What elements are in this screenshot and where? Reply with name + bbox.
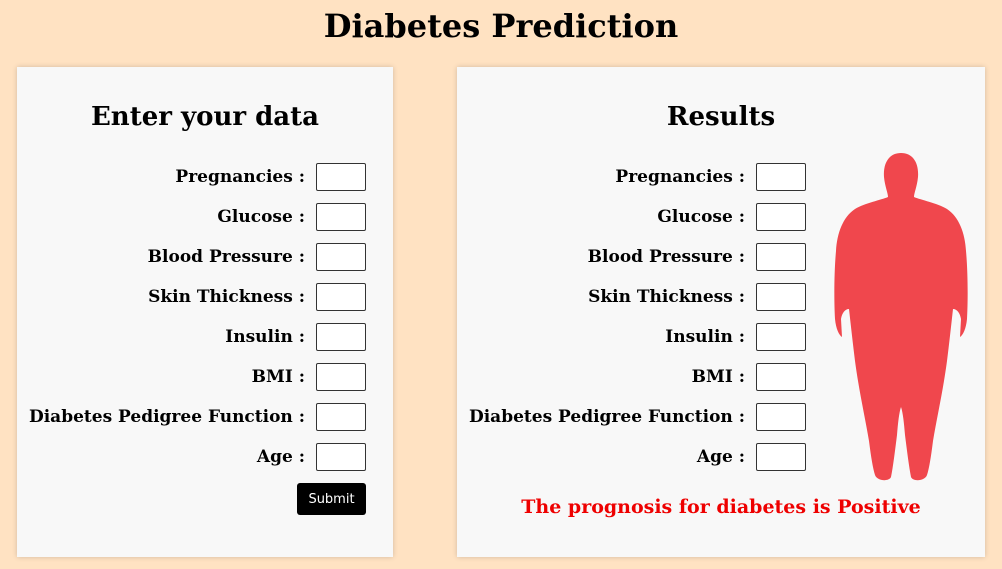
input-row-bmi: BMI : — [17, 363, 393, 391]
result-glucose-label: Glucose : — [657, 207, 745, 227]
result-insulin-label: Insulin : — [665, 327, 745, 347]
pregnancies-input[interactable] — [316, 163, 366, 191]
human-body-silhouette-icon — [833, 151, 969, 483]
result-insulin-field[interactable] — [756, 323, 806, 351]
glucose-label: Glucose : — [217, 207, 305, 227]
skin-thickness-label: Skin Thickness : — [148, 287, 305, 307]
result-row-skin-thickness: Skin Thickness : — [457, 283, 833, 311]
result-row-blood-pressure: Blood Pressure : — [457, 243, 833, 271]
result-glucose-field[interactable] — [756, 203, 806, 231]
page-title: Diabetes Prediction — [323, 7, 679, 45]
input-panel: Enter your data Pregnancies : Glucose : … — [17, 67, 393, 557]
diabetes-pedigree-function-label: Diabetes Pedigree Function : — [28, 407, 305, 427]
insulin-label: Insulin : — [225, 327, 305, 347]
input-row-insulin: Insulin : — [17, 323, 393, 351]
age-input[interactable] — [316, 443, 366, 471]
age-label: Age : — [256, 447, 305, 467]
result-diabetes-pedigree-function-label: Diabetes Pedigree Function : — [468, 407, 745, 427]
input-row-blood-pressure: Blood Pressure : — [17, 243, 393, 271]
result-row-dpf: Diabetes Pedigree Function : — [457, 403, 833, 431]
input-row-age: Age : — [17, 443, 393, 471]
result-row-insulin: Insulin : — [457, 323, 833, 351]
results-panel: Results Pregnancies : Glucose : Blood Pr… — [457, 67, 985, 557]
glucose-input[interactable] — [316, 203, 366, 231]
result-blood-pressure-label: Blood Pressure : — [587, 247, 745, 267]
input-row-dpf: Diabetes Pedigree Function : — [17, 403, 393, 431]
result-row-pregnancies: Pregnancies : — [457, 163, 833, 191]
input-row-glucose: Glucose : — [17, 203, 393, 231]
diabetes-pedigree-function-input[interactable] — [316, 403, 366, 431]
input-row-pregnancies: Pregnancies : — [17, 163, 393, 191]
blood-pressure-input[interactable] — [316, 243, 366, 271]
result-age-field[interactable] — [756, 443, 806, 471]
skin-thickness-input[interactable] — [316, 283, 366, 311]
result-bmi-field[interactable] — [756, 363, 806, 391]
result-pregnancies-label: Pregnancies : — [615, 167, 745, 187]
result-blood-pressure-field[interactable] — [756, 243, 806, 271]
result-row-glucose: Glucose : — [457, 203, 833, 231]
prediction-result-text: The prognosis for diabetes is Positive — [521, 496, 921, 518]
submit-button[interactable]: Submit — [297, 483, 366, 515]
blood-pressure-label: Blood Pressure : — [147, 247, 305, 267]
pregnancies-label: Pregnancies : — [175, 167, 305, 187]
insulin-input[interactable] — [316, 323, 366, 351]
input-row-skin-thickness: Skin Thickness : — [17, 283, 393, 311]
result-skin-thickness-label: Skin Thickness : — [588, 287, 745, 307]
input-panel-title: Enter your data — [90, 102, 319, 132]
result-pregnancies-field[interactable] — [756, 163, 806, 191]
result-row-bmi: BMI : — [457, 363, 833, 391]
result-row-age: Age : — [457, 443, 833, 471]
result-bmi-label: BMI : — [691, 367, 745, 387]
results-panel-title: Results — [666, 102, 776, 132]
result-diabetes-pedigree-function-field[interactable] — [756, 403, 806, 431]
result-skin-thickness-field[interactable] — [756, 283, 806, 311]
bmi-label: BMI : — [251, 367, 305, 387]
result-age-label: Age : — [696, 447, 745, 467]
bmi-input[interactable] — [316, 363, 366, 391]
